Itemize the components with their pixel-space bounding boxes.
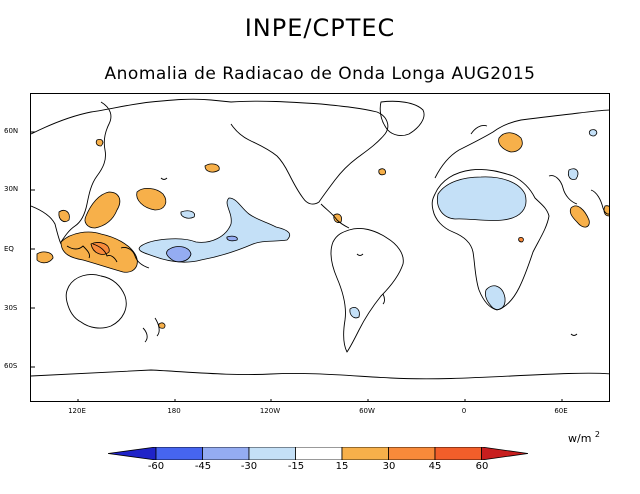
lon-label-60w: 60W <box>359 407 375 415</box>
legend-label-30: 30 <box>382 461 396 472</box>
anomaly-central-pacific <box>138 197 291 263</box>
lon-label-120e: 120E <box>68 407 86 415</box>
lat-label-30s: 30S <box>4 304 18 312</box>
legend-label--60: -60 <box>147 461 165 472</box>
legend-label--15: -15 <box>287 461 305 472</box>
anomaly-north-russia <box>498 132 523 153</box>
lon-label-0: 0 <box>461 407 467 415</box>
anomaly-arabia <box>568 168 579 180</box>
chart-title: INPE/CPTEC <box>244 14 396 42</box>
world-map <box>30 93 610 402</box>
legend-box--45-30 <box>202 447 250 460</box>
anomaly-sahara <box>436 176 527 221</box>
legend-arrow-low <box>108 447 157 460</box>
anomaly-east-africa <box>569 205 590 228</box>
legend-label--30: -30 <box>240 461 258 472</box>
anomaly-congo <box>518 237 524 243</box>
legend-box--60-45 <box>155 447 203 460</box>
anomaly-pacific-core <box>166 246 192 263</box>
anomaly-philippine-sea <box>136 188 167 211</box>
unit-power: 2 <box>594 430 601 439</box>
map-ticks <box>31 131 563 401</box>
legend-box--15-15 <box>295 447 343 460</box>
chart-subtitle: Anomalia de Radiacao de Onda Longa AUG20… <box>104 64 536 84</box>
anomaly-europe <box>588 129 598 137</box>
lat-label-eq: EQ <box>4 245 14 253</box>
anomaly-southern-africa <box>485 285 506 310</box>
legend-box--30-15 <box>248 447 296 460</box>
anomaly-australia-north <box>158 322 166 329</box>
anomaly-india <box>58 210 70 222</box>
anomaly-west-pacific <box>84 191 121 229</box>
lon-label-180: 180 <box>167 407 181 415</box>
anomaly-pacific-small <box>226 235 238 242</box>
anomaly-central-america <box>333 213 342 223</box>
legend-label-15: 15 <box>335 461 349 472</box>
color-legend <box>108 447 528 460</box>
anomaly-north-pacific <box>204 163 220 173</box>
anomaly-hawaii <box>180 210 196 219</box>
legend-label-45: 45 <box>428 461 442 472</box>
legend-label-60: 60 <box>475 461 489 472</box>
legend-label--45: -45 <box>194 461 212 472</box>
anomaly-india-west <box>603 205 609 217</box>
lon-label-120w: 120W <box>259 407 281 415</box>
lon-label-60e: 60E <box>554 407 568 415</box>
anomaly-south-america <box>349 307 360 319</box>
anomaly-atlantic <box>378 168 386 176</box>
legend-box-15-30 <box>341 447 389 460</box>
lat-label-60n: 60N <box>4 127 19 135</box>
anomaly-borneo <box>36 251 54 264</box>
unit-label: w/m 2 <box>568 430 601 445</box>
anomaly-japan <box>95 139 104 147</box>
legend-box-30-45 <box>388 447 436 460</box>
lat-label-30n: 30N <box>4 185 19 193</box>
lat-label-60s: 60S <box>4 362 18 370</box>
coastlines <box>31 98 609 380</box>
legend-arrow-high <box>481 447 528 460</box>
legend-box-45-60 <box>434 447 482 460</box>
